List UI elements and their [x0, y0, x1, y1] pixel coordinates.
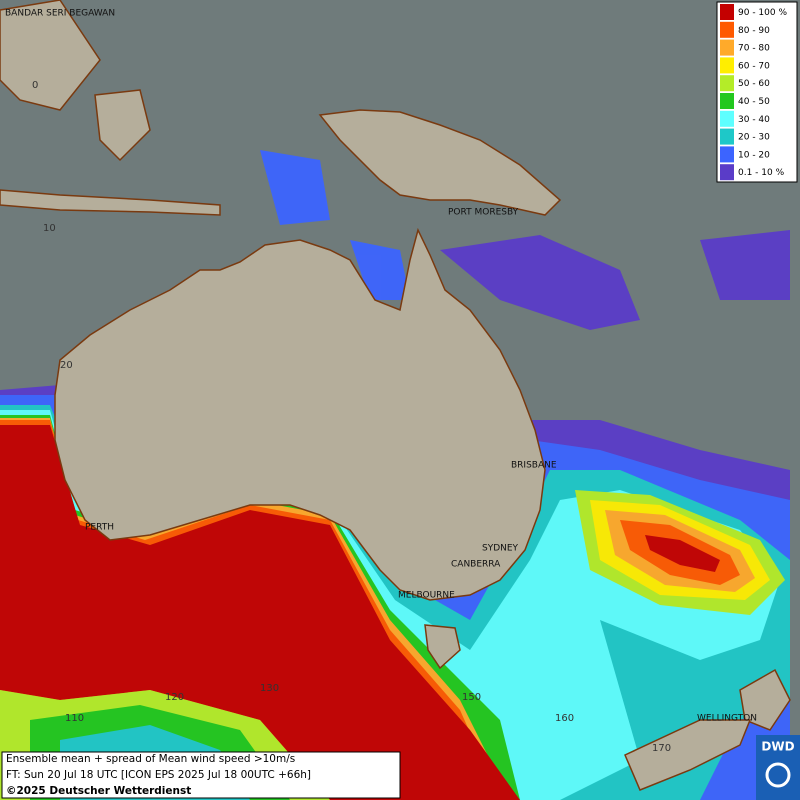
wind-area: [0, 425, 520, 800]
wind-area: [260, 150, 330, 225]
tasmania: [424, 624, 461, 670]
legend-swatch: [720, 146, 734, 163]
nz-south: [624, 719, 752, 791]
city-label: WELLINGTON: [697, 714, 757, 724]
lat-label: 10: [43, 223, 56, 234]
city-label: MELBOURNE: [398, 591, 455, 601]
legend-label: 70 - 80: [738, 44, 770, 54]
city-label: SYDNEY: [482, 544, 519, 554]
lon-label: 160: [555, 713, 574, 724]
caption-box: [1, 751, 401, 799]
wind-area: [700, 230, 790, 300]
city-label: PERTH: [85, 523, 114, 533]
wind-area: [440, 235, 640, 330]
legend-swatch: [720, 4, 734, 20]
city-label: BANDAR SERI BEGAWAN: [5, 9, 115, 19]
australia: [54, 227, 546, 601]
city-label: BRISBANE: [511, 461, 557, 471]
caption-line: Ensemble mean + spread of Mean wind spee…: [6, 753, 295, 765]
land: [0, 0, 791, 791]
sulawesi: [94, 89, 151, 162]
legend-label: 50 - 60: [738, 79, 770, 89]
lat-label: 20: [60, 360, 73, 371]
lon-label: 150: [462, 692, 481, 703]
legend-swatch: [720, 39, 734, 56]
legend-label: 10 - 20: [738, 150, 770, 160]
legend-label: 20 - 30: [738, 133, 770, 143]
legend-label: 30 - 40: [738, 115, 770, 125]
new-guinea: [318, 109, 562, 216]
city-label: CANBERRA: [451, 560, 501, 570]
legend-swatch: [720, 110, 734, 127]
caption-line: ©2025 Deutscher Wetterdienst: [6, 785, 191, 797]
legend-swatch: [720, 21, 734, 38]
legend-swatch: [720, 93, 734, 109]
logo-box: [756, 735, 800, 800]
lon-label: 120: [165, 692, 184, 703]
lon-label: 130: [260, 683, 279, 694]
labels: BANDAR SERI BEGAWAN PORT MORESBY BRISBANE S…: [5, 9, 757, 755]
borneo: [0, 0, 101, 111]
caption-line: FT: Sun 20 Jul 18 UTC [ICON EPS 2025 Jul…: [6, 769, 311, 781]
legend-label: 60 - 70: [738, 61, 770, 71]
lat-label: 0: [32, 80, 38, 91]
legend-label: 80 - 90: [738, 26, 770, 36]
legend-swatch: [720, 128, 734, 145]
legend-label: 90 - 100 %: [738, 8, 787, 18]
lesser-sunda: [0, 189, 221, 216]
legend-swatch: [720, 57, 734, 74]
logo-icon: [765, 762, 791, 788]
logo: DWD: [761, 740, 794, 754]
wind-field: [0, 150, 790, 800]
legend-swatch: [720, 75, 734, 92]
wind-area: [645, 535, 720, 572]
city-label: PORT MORESBY: [448, 208, 519, 218]
legend-label: 40 - 50: [738, 97, 770, 107]
legend-label: 0.1 - 10 %: [738, 168, 785, 178]
legend-swatch: [720, 164, 734, 181]
legend-items: 90 - 100 % 80 - 90 70 - 80 60 - 70 50 - 60 40…: [720, 4, 787, 181]
nz-north: [739, 668, 791, 731]
lon-label: 170: [652, 743, 671, 754]
lon-label: 110: [65, 713, 84, 724]
